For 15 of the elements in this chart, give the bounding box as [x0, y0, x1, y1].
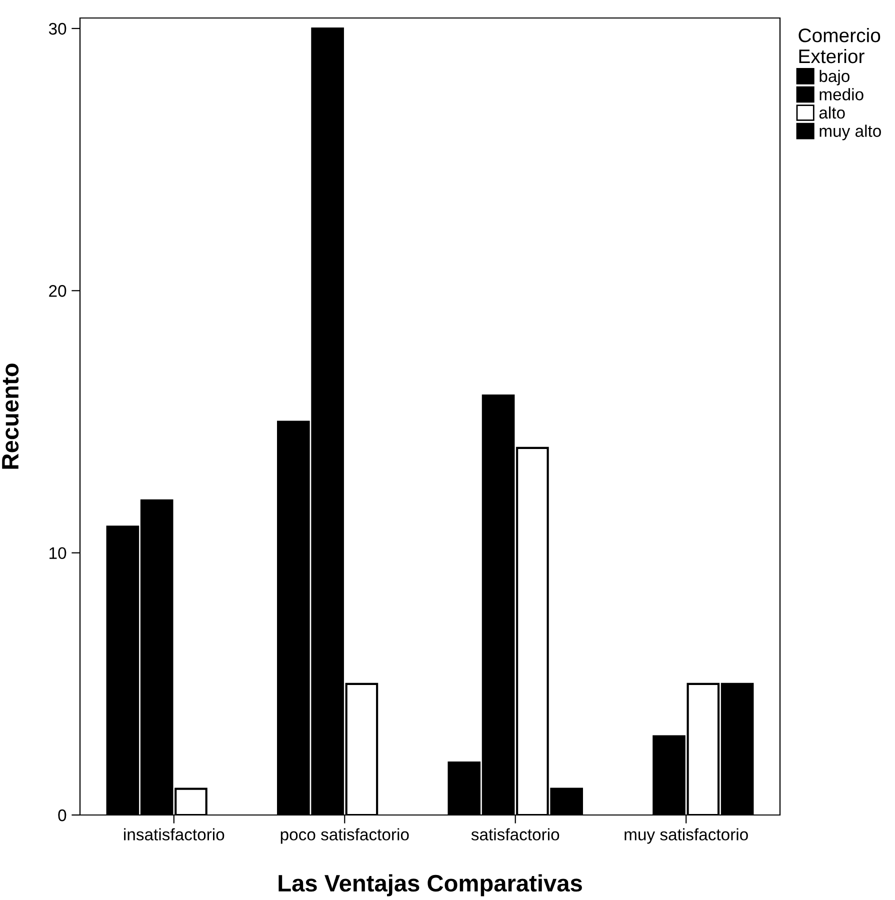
x-tick-label: satisfactorio [471, 828, 560, 840]
legend-label: muy alto [820, 124, 881, 140]
x-tick-label: muy satisfactorio [624, 828, 748, 844]
y-axis-title: Recuento [2, 364, 19, 469]
y-tick-label: 20 [49, 285, 66, 297]
y-tick-label: 30 [48, 22, 66, 35]
x-tick-label: insatisfactorio [124, 828, 224, 840]
legend-label: medio [820, 88, 864, 100]
x-tick-label: poco satisfactorio [280, 828, 409, 844]
legend-title: Comercio Exterior [798, 28, 880, 64]
y-tick-label: 10 [50, 547, 66, 560]
legend-label: alto [819, 106, 845, 119]
y-tick-label: 0 [58, 809, 66, 822]
x-axis-title: Las Ventajas Comparativas [278, 874, 582, 896]
legend-label: bajo [820, 70, 850, 86]
